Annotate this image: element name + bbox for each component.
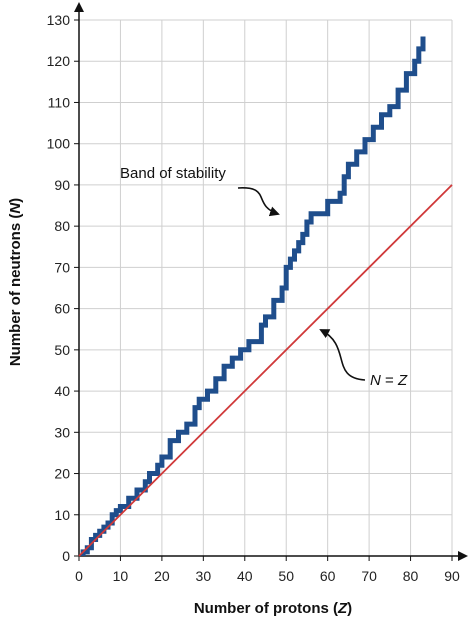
grid (79, 19, 453, 556)
y-tick-label: 80 (54, 218, 70, 234)
y-tick-label: 50 (54, 342, 70, 358)
x-axis-label: Number of protons (Z) (194, 600, 352, 617)
n-equals-z-label: N = Z (370, 372, 408, 389)
y-tick-label: 90 (54, 177, 70, 193)
y-tick-label: 0 (62, 548, 70, 564)
y-tick-label: 10 (54, 507, 70, 523)
x-tick-label: 50 (278, 568, 294, 584)
band-of-stability (80, 36, 426, 556)
y-axis-label: Number of neutrons (N) (7, 198, 24, 366)
x-tick-label: 0 (75, 568, 83, 584)
x-tick-label: 30 (196, 568, 212, 584)
y-tick-label: 70 (54, 259, 70, 275)
x-tick-labels: 0 10 20 30 40 50 60 70 80 90 (75, 568, 460, 584)
x-tick-label: 20 (154, 568, 170, 584)
x-tick-label: 90 (444, 568, 460, 584)
y-tick-label: 120 (47, 53, 71, 69)
y-tick-labels: 0 10 20 30 40 50 60 70 80 90 100 110 120 130 (47, 12, 71, 564)
series (78, 36, 453, 557)
band-of-stability-label: Band of stability (120, 165, 226, 182)
x-tick-label: 70 (361, 568, 377, 584)
x-tick-label: 10 (113, 568, 129, 584)
y-tick-label: 20 (54, 466, 70, 482)
y-tick-label: 130 (47, 12, 71, 28)
n-equals-z-line (78, 184, 453, 557)
x-tick-label: 60 (320, 568, 336, 584)
n-equals-z-arrow (319, 329, 366, 381)
y-tick-label: 30 (54, 424, 70, 440)
y-tick-label: 100 (47, 136, 71, 152)
y-tick-label: 40 (54, 383, 70, 399)
axes (74, 2, 468, 561)
y-tick-label: 60 (54, 301, 70, 317)
x-tick-label: 40 (237, 568, 253, 584)
y-tick-label: 110 (48, 94, 71, 110)
x-tick-label: 80 (403, 568, 419, 584)
band-of-stability-arrow (237, 187, 280, 217)
